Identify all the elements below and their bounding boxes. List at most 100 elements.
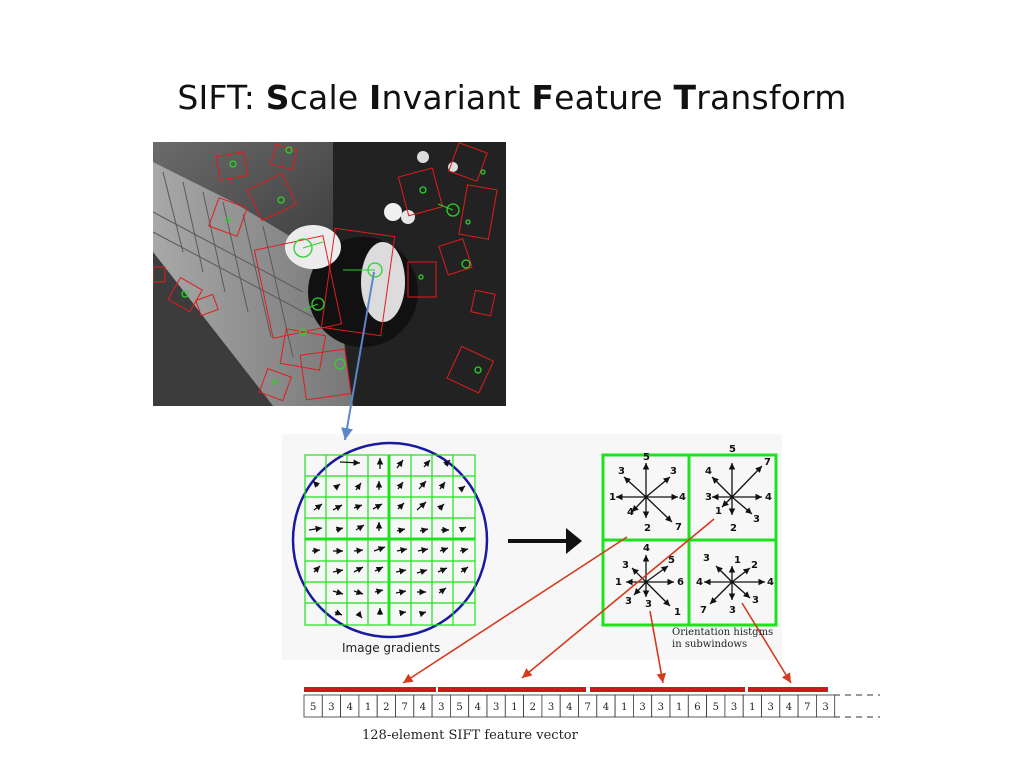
feature-vector-value: 4 <box>475 702 481 713</box>
hist2-val: 3 <box>753 514 760 525</box>
feature-vector-value: 2 <box>530 702 536 713</box>
feature-vector-value: 6 <box>694 702 700 713</box>
feature-vector-value: 1 <box>676 702 682 713</box>
title-initial-i: I <box>369 78 382 117</box>
hist4-val: 4 <box>696 577 703 588</box>
hist4-val: 4 <box>767 577 774 588</box>
histogram-values: 5 3 4 7 2 4 1 3 5 7 4 3 2 1 3 4 4 5 6 1 … <box>609 444 774 618</box>
hist1-val: 4 <box>627 507 634 518</box>
hist2-val: 4 <box>765 492 772 503</box>
keypoint-orientation-lines <box>302 203 454 311</box>
feature-vector-value: 1 <box>749 702 755 713</box>
hist1-val: 3 <box>670 466 677 477</box>
image-gradients-label: Image gradients <box>342 641 441 655</box>
feature-vector-cell <box>816 694 836 718</box>
vector-caption: 128-element SIFT feature vector <box>362 728 578 743</box>
hist4-val: 1 <box>734 555 741 566</box>
flower <box>401 210 415 224</box>
feature-vector-value: 3 <box>658 702 664 713</box>
cat-face <box>285 225 341 269</box>
hist3-val: 3 <box>625 596 632 607</box>
hist3-val: 4 <box>643 543 650 554</box>
title-prefix: SIFT: <box>177 78 266 117</box>
slide-title: SIFT: Scale Invariant Feature Transform <box>0 78 1024 117</box>
feature-vector-value: 3 <box>328 702 334 713</box>
feature-vector-value: 2 <box>383 702 389 713</box>
feature-vector-value: 3 <box>767 702 773 713</box>
hist1-val: 5 <box>643 452 650 463</box>
feature-vector-value: 1 <box>365 702 371 713</box>
title-word-transform: ransform <box>696 78 847 117</box>
feature-vector-value: 7 <box>584 702 590 713</box>
hist3-val: 1 <box>615 577 622 588</box>
hist2-val: 4 <box>705 466 712 477</box>
title-word-invariant: nvariant <box>381 78 532 117</box>
gaussian-window-circle <box>291 441 489 639</box>
transform-arrow-head <box>566 528 582 554</box>
hist2-val: 5 <box>729 444 736 455</box>
feature-vector-value: 1 <box>511 702 517 713</box>
title-word-feature: eature <box>554 78 674 117</box>
diagram-backing <box>282 434 782 660</box>
title-initial-f: F <box>531 78 555 117</box>
feature-vector-value: 3 <box>639 702 645 713</box>
histogram-arrows <box>616 463 765 607</box>
orientation-label-line1: Orientation histgms <box>672 627 774 638</box>
hist4-val: 3 <box>752 595 759 606</box>
hist2-val: 2 <box>730 523 737 534</box>
hist3-val: 6 <box>677 577 684 588</box>
hist1-val: 4 <box>679 492 686 503</box>
feature-vector-value: 4 <box>786 702 792 713</box>
hist1-val: 2 <box>644 523 651 534</box>
feature-vector-value: 5 <box>713 702 719 713</box>
hist4-val: 3 <box>703 553 710 564</box>
feature-vector-value: 3 <box>493 702 499 713</box>
feature-vector-value: 3 <box>548 702 554 713</box>
cat-chest <box>361 242 405 322</box>
gradient-arrows <box>308 458 469 619</box>
cat-photo-with-keypoints <box>153 142 506 406</box>
title-initial-t: T <box>673 78 697 117</box>
feature-vector-value: 4 <box>566 702 572 713</box>
vector-continuation <box>834 694 880 718</box>
image-gradients-grid <box>291 441 489 639</box>
keypoint-link-arrow <box>341 271 375 441</box>
feature-vector: 5 3 4 1 2 7 4 3 5 4 3 1 2 3 4 7 4 1 3 3 1 6 5 3 1 3 4 7 3 <box>303 694 836 718</box>
keypoint-circles <box>181 146 486 385</box>
vector-segment-bars <box>304 687 828 692</box>
feature-vector-value: 4 <box>420 702 426 713</box>
orientation-label-line2: in subwindows <box>672 639 748 650</box>
hist1-val: 7 <box>675 522 682 533</box>
feature-vector-value: 4 <box>347 702 353 713</box>
feature-vector-value: 4 <box>603 702 609 713</box>
pavement <box>153 252 273 406</box>
feature-vector-value: 7 <box>401 702 407 713</box>
hist3-val: 5 <box>668 555 675 566</box>
feature-vector-value: 5 <box>310 702 316 713</box>
hist4-val: 2 <box>751 560 758 571</box>
hist1-val: 1 <box>609 492 616 503</box>
brick-wall <box>153 162 353 406</box>
flower <box>448 162 458 172</box>
flower <box>417 151 429 163</box>
feature-vector-value: 5 <box>456 702 462 713</box>
hist4-val: 3 <box>729 605 736 616</box>
feature-vector-value: 3 <box>822 702 828 713</box>
mapping-arrows <box>402 518 792 684</box>
hist2-val: 7 <box>764 457 771 468</box>
title-initial-s: S <box>265 78 290 117</box>
title-word-scale: cale <box>289 78 370 117</box>
brick-lines <box>153 171 314 358</box>
feature-vector-value: 1 <box>621 702 627 713</box>
hist2-val: 1 <box>715 506 722 517</box>
hist3-val: 1 <box>674 607 681 618</box>
hist4-val: 7 <box>700 605 707 616</box>
flower <box>384 203 402 221</box>
keypoint-boxes <box>153 142 498 402</box>
feature-vector-value: 3 <box>438 702 444 713</box>
feature-vector-value: 7 <box>804 702 810 713</box>
hist3-val: 3 <box>645 599 652 610</box>
hist1-val: 3 <box>618 466 625 477</box>
feature-vector-value: 3 <box>731 702 737 713</box>
